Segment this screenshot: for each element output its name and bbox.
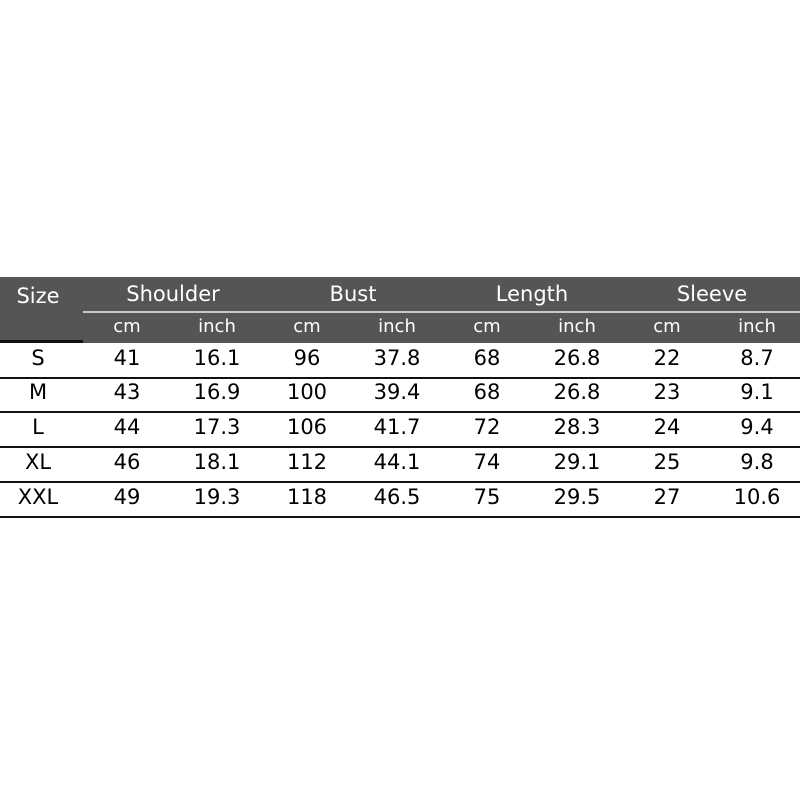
value-cell: 96 <box>293 346 321 370</box>
value-cell: 72 <box>473 415 501 439</box>
value-cell: 16.1 <box>193 346 241 370</box>
value-cell: 106 <box>286 415 328 439</box>
unit-header: inch <box>378 316 416 337</box>
value-cell: 75 <box>473 485 501 509</box>
value-cell: 10.6 <box>733 485 781 509</box>
row-divider <box>0 377 800 379</box>
value-cell: 68 <box>473 346 501 370</box>
value-cell: 19.3 <box>193 485 241 509</box>
value-cell: 37.8 <box>373 346 421 370</box>
value-cell: 18.1 <box>193 450 241 474</box>
value-cell: 9.1 <box>740 380 774 404</box>
unit-header: inch <box>738 316 776 337</box>
value-cell: 23 <box>653 380 681 404</box>
value-cell: 41.7 <box>373 415 421 439</box>
unit-header: cm <box>653 316 681 337</box>
value-cell: 43 <box>113 380 141 404</box>
value-cell: 28.3 <box>553 415 601 439</box>
row-divider <box>0 516 800 518</box>
value-cell: 112 <box>286 450 328 474</box>
value-cell: 9.4 <box>740 415 774 439</box>
size-column-header: Size <box>16 284 60 308</box>
value-cell: 46 <box>113 450 141 474</box>
size-cell: XL <box>24 450 52 474</box>
value-cell: 44.1 <box>373 450 421 474</box>
size-cell: S <box>31 346 45 370</box>
value-cell: 49 <box>113 485 141 509</box>
value-cell: 16.9 <box>193 380 241 404</box>
size-header-underline <box>0 340 83 343</box>
table-header <box>0 277 800 343</box>
value-cell: 24 <box>653 415 681 439</box>
unit-header: cm <box>293 316 321 337</box>
unit-header: cm <box>473 316 501 337</box>
value-cell: 118 <box>286 485 328 509</box>
size-cell: M <box>28 380 48 404</box>
value-cell: 22 <box>653 346 681 370</box>
value-cell: 8.7 <box>740 346 774 370</box>
value-cell: 26.8 <box>553 346 601 370</box>
value-cell: 29.1 <box>553 450 601 474</box>
value-cell: 46.5 <box>373 485 421 509</box>
unit-header: inch <box>198 316 236 337</box>
row-divider <box>0 446 800 448</box>
unit-header: cm <box>113 316 141 337</box>
value-cell: 44 <box>113 415 141 439</box>
row-divider <box>0 411 800 413</box>
value-cell: 27 <box>653 485 681 509</box>
value-cell: 29.5 <box>553 485 601 509</box>
unit-header: inch <box>558 316 596 337</box>
header-divider <box>83 311 800 313</box>
group-header-length: Length <box>495 282 569 306</box>
value-cell: 17.3 <box>193 415 241 439</box>
value-cell: 25 <box>653 450 681 474</box>
value-cell: 39.4 <box>373 380 421 404</box>
value-cell: 41 <box>113 346 141 370</box>
value-cell: 100 <box>286 380 328 404</box>
group-header-shoulder: Shoulder <box>126 282 220 306</box>
size-cell: L <box>32 415 44 439</box>
value-cell: 9.8 <box>740 450 774 474</box>
group-header-bust: Bust <box>329 282 377 306</box>
value-cell: 68 <box>473 380 501 404</box>
value-cell: 26.8 <box>553 380 601 404</box>
size-cell: XXL <box>17 485 59 509</box>
group-header-sleeve: Sleeve <box>676 282 748 306</box>
value-cell: 74 <box>473 450 501 474</box>
row-divider <box>0 481 800 483</box>
